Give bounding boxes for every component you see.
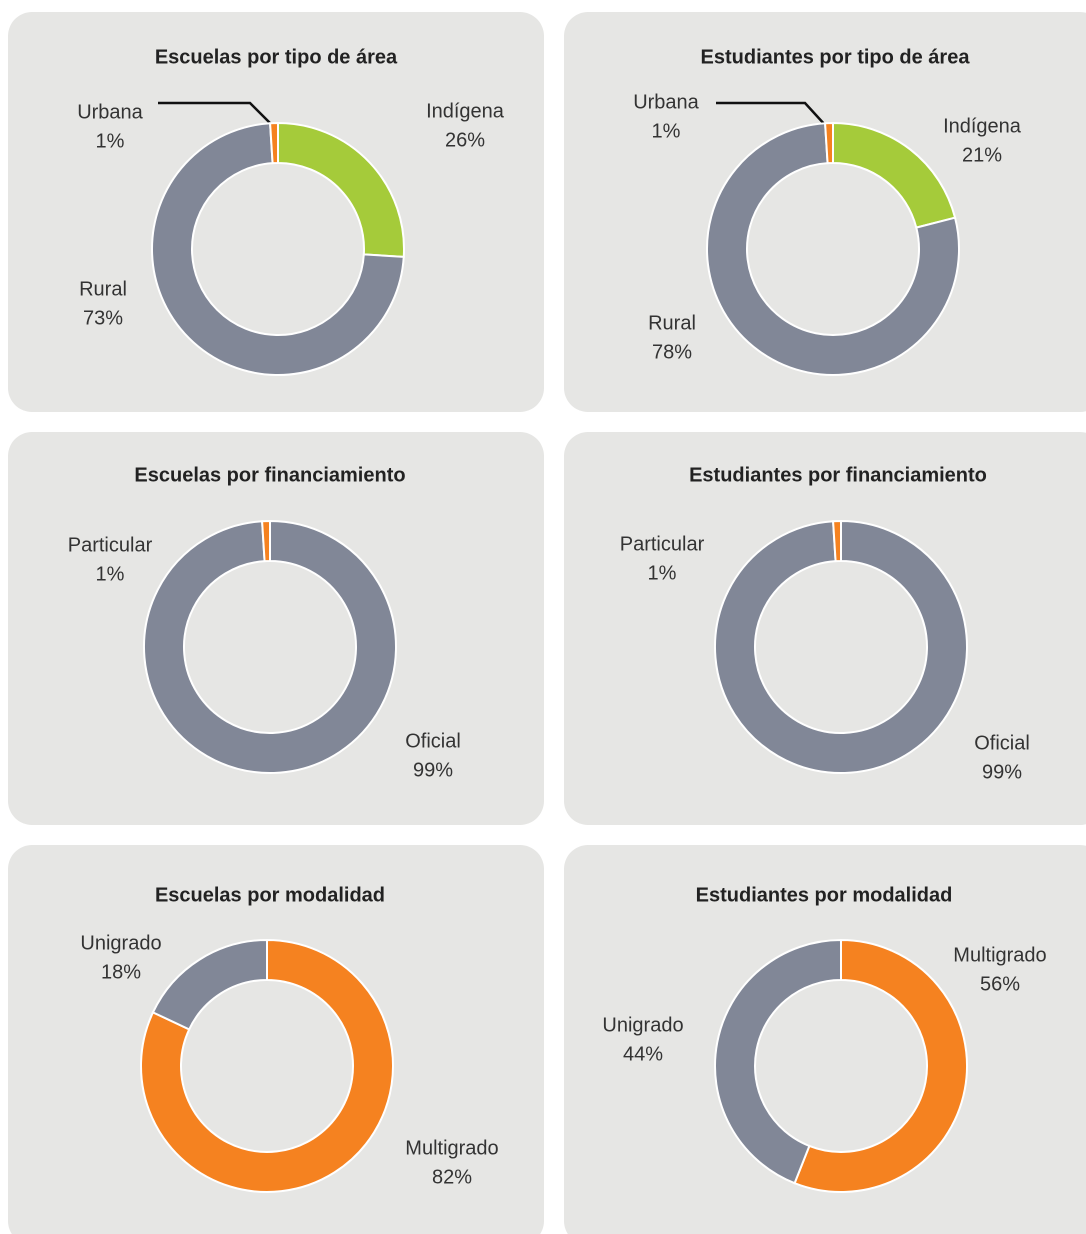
donut-slice	[793, 938, 968, 1193]
leader-line	[716, 101, 827, 127]
slice-label: Particular	[620, 533, 705, 555]
slice-label: Oficial	[974, 732, 1030, 754]
slice-value-label: 82%	[432, 1166, 472, 1188]
slice-label: Rural	[648, 312, 696, 334]
panel	[8, 12, 544, 412]
donut-slice	[824, 121, 834, 165]
donut-slice	[714, 519, 968, 774]
leader-line	[158, 101, 274, 127]
panel	[8, 432, 544, 825]
panel	[564, 432, 1086, 825]
chart-title: Estudiantes por financiamiento	[689, 464, 987, 486]
slice-label: Particular	[68, 534, 153, 556]
donut-slice	[151, 122, 405, 376]
slice-value-label: 1%	[648, 562, 677, 584]
slice-value-label: 1%	[96, 563, 125, 585]
slice-value-label: 18%	[101, 961, 141, 983]
slice-value-label: 44%	[623, 1043, 663, 1065]
donut-slice	[706, 122, 960, 376]
panel	[564, 12, 1086, 412]
donut-slice	[261, 519, 271, 563]
chart-title: Escuelas por financiamiento	[134, 464, 405, 486]
slice-label: Urbana	[633, 91, 699, 113]
slice-value-label: 56%	[980, 973, 1020, 995]
slice-value-label: 26%	[445, 129, 485, 151]
slice-label: Multigrado	[953, 944, 1046, 966]
slice-label: Oficial	[405, 730, 461, 752]
donut-slice	[832, 519, 842, 563]
slice-value-label: 1%	[96, 130, 125, 152]
slice-label: Unigrado	[80, 932, 161, 954]
slice-value-label: 73%	[83, 307, 123, 329]
chart-title: Estudiantes por modalidad	[696, 884, 953, 906]
donut-slice	[143, 519, 397, 774]
donut-slice	[714, 938, 842, 1185]
slice-label: Urbana	[77, 101, 143, 123]
chart-title: Estudiantes por tipo de área	[701, 46, 971, 68]
slice-value-label: 21%	[962, 144, 1002, 166]
slice-value-label: 78%	[652, 341, 692, 363]
slice-value-label: 99%	[982, 761, 1022, 783]
slice-label: Indígena	[943, 115, 1022, 137]
slice-value-label: 1%	[652, 120, 681, 142]
donut-slice	[269, 121, 279, 165]
donut-slice	[151, 938, 268, 1031]
panel	[564, 845, 1086, 1234]
donut-slice	[140, 938, 394, 1193]
slice-label: Indígena	[426, 100, 505, 122]
chart-title: Escuelas por modalidad	[155, 884, 385, 906]
chart-title: Escuelas por tipo de área	[155, 46, 398, 68]
slice-label: Multigrado	[405, 1137, 498, 1159]
slice-value-label: 99%	[413, 759, 453, 781]
slice-label: Unigrado	[602, 1014, 683, 1036]
slice-label: Rural	[79, 278, 127, 300]
panel	[8, 845, 544, 1234]
